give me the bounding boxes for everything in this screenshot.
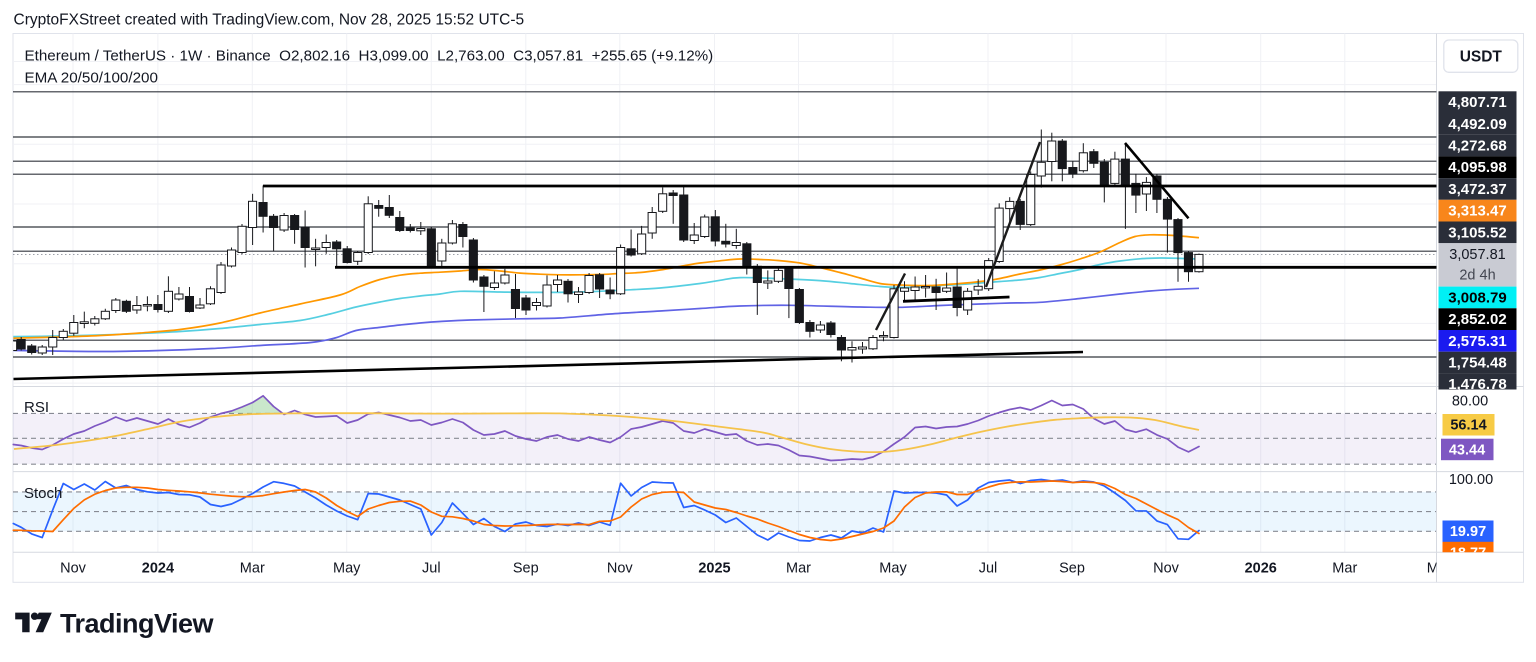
svg-text:1,476.78: 1,476.78 — [1448, 376, 1506, 393]
svg-text:2,575.31: 2,575.31 — [1448, 333, 1506, 350]
svg-text:1,754.48: 1,754.48 — [1448, 355, 1506, 372]
svg-text:80.00: 80.00 — [1452, 393, 1488, 409]
svg-text:3,105.52: 3,105.52 — [1448, 224, 1506, 241]
svg-text:Mar: Mar — [1332, 561, 1357, 577]
svg-text:Jul: Jul — [422, 561, 441, 577]
svg-text:56.14: 56.14 — [1450, 418, 1486, 434]
svg-text:Mar: Mar — [240, 561, 265, 577]
svg-text:4,272.68: 4,272.68 — [1448, 138, 1506, 155]
svg-text:18.77: 18.77 — [1450, 546, 1486, 562]
svg-text:USDT: USDT — [1460, 49, 1503, 66]
svg-text:2026: 2026 — [1245, 561, 1277, 577]
svg-text:3,008.79: 3,008.79 — [1448, 289, 1506, 306]
svg-text:May: May — [333, 561, 361, 577]
svg-text:100.00: 100.00 — [1449, 472, 1493, 488]
svg-text:4,807.71: 4,807.71 — [1448, 94, 1506, 111]
svg-text:May: May — [879, 561, 907, 577]
svg-text:43.44: 43.44 — [1449, 442, 1485, 458]
svg-text:2d 4h: 2d 4h — [1459, 268, 1495, 284]
svg-text:RSI: RSI — [24, 399, 49, 416]
svg-text:Jul: Jul — [979, 561, 998, 577]
svg-text:Nov: Nov — [607, 561, 634, 577]
svg-text:Mar: Mar — [786, 561, 811, 577]
svg-text:4,492.09: 4,492.09 — [1448, 116, 1506, 133]
svg-text:Sep: Sep — [513, 561, 539, 577]
svg-text:3,057.81: 3,057.81 — [1449, 247, 1505, 263]
svg-text:19.97: 19.97 — [1450, 524, 1486, 540]
svg-text:3,472.37: 3,472.37 — [1448, 181, 1506, 198]
svg-text:Sep: Sep — [1059, 561, 1085, 577]
svg-text:Nov: Nov — [60, 561, 87, 577]
svg-text:Ethereum / TetherUS · 1W · Bin: Ethereum / TetherUS · 1W · Binance O2,80… — [25, 48, 714, 65]
svg-text:4,095.98: 4,095.98 — [1448, 159, 1506, 176]
svg-text:TradingView: TradingView — [60, 609, 215, 639]
svg-text:CryptoFXStreet created with Tr: CryptoFXStreet created with TradingView.… — [14, 12, 525, 29]
svg-text:3,313.47: 3,313.47 — [1448, 203, 1506, 220]
svg-text:2025: 2025 — [698, 561, 730, 577]
svg-text:EMA 20/50/100/200: EMA 20/50/100/200 — [25, 70, 158, 87]
svg-text:Nov: Nov — [1153, 561, 1180, 577]
svg-text:May: May — [1427, 561, 1455, 577]
svg-text:2024: 2024 — [142, 561, 174, 577]
svg-text:Stoch: Stoch — [24, 485, 62, 502]
svg-text:2,852.02: 2,852.02 — [1448, 311, 1506, 328]
